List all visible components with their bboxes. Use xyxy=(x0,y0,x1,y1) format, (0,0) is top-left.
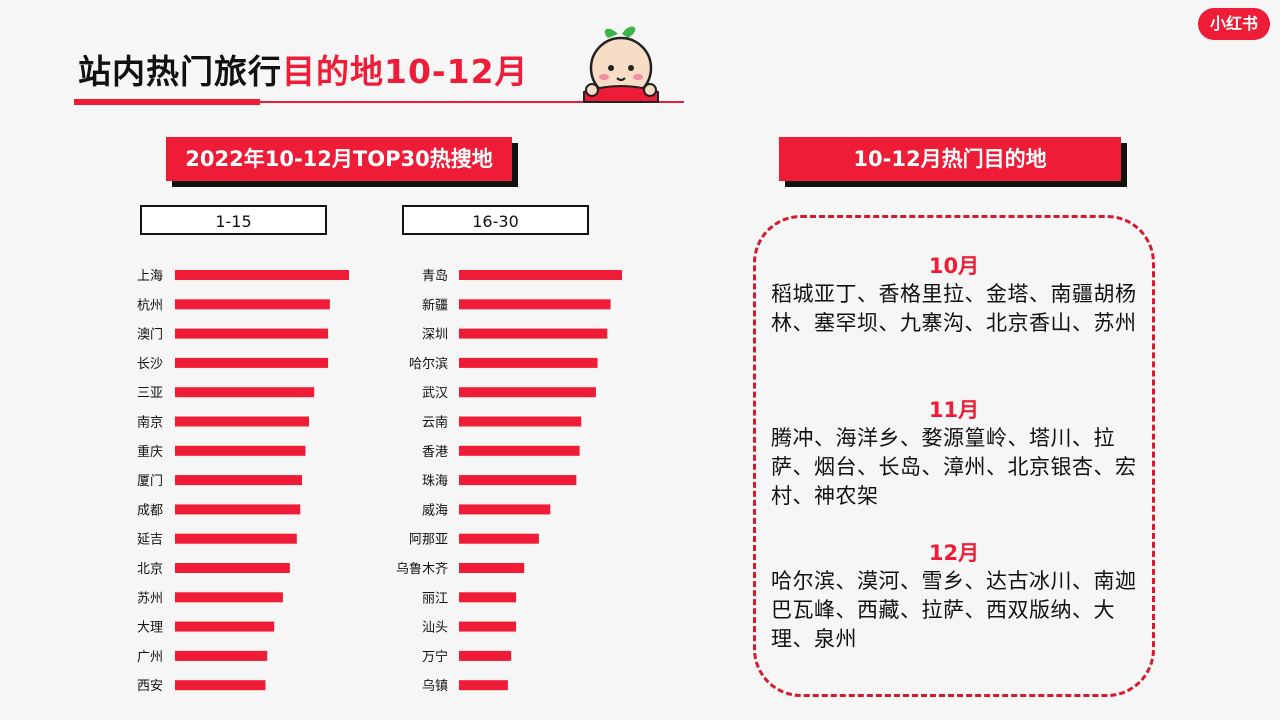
category-label: 南京 xyxy=(137,415,163,431)
category-label: 青岛 xyxy=(422,268,448,284)
category-label: 长沙 xyxy=(137,357,163,372)
page-title-red: 目的地10-12月 xyxy=(282,52,529,91)
chart-title-banner: 2022年10-12月TOP30热搜地 xyxy=(166,137,512,181)
category-label: 广州 xyxy=(137,650,163,665)
bar xyxy=(459,270,622,280)
page-title-black: 站内热门旅行 xyxy=(78,52,282,91)
month-label-nov: 11月 xyxy=(928,398,980,422)
category-label: 万宁 xyxy=(422,649,448,665)
header-divider xyxy=(74,101,684,103)
category-label: 西安 xyxy=(137,679,163,694)
month-label-dec: 12月 xyxy=(928,541,980,565)
category-label: 阿那亚 xyxy=(409,533,448,548)
header-accent-bar xyxy=(74,99,260,105)
bar xyxy=(175,445,306,456)
month-places-nov: 腾冲、海洋乡、婺源篁岭、塔川、拉萨、烟台、长岛、漳州、北京银杏、宏村、神农架 xyxy=(771,426,1137,508)
category-label: 香港 xyxy=(422,445,448,460)
category-label: 重庆 xyxy=(137,444,163,460)
bar xyxy=(459,621,517,632)
bar xyxy=(459,504,551,515)
category-label: 武汉 xyxy=(422,386,448,401)
category-label: 威海 xyxy=(422,503,448,518)
bar xyxy=(175,563,290,573)
bar xyxy=(175,621,275,632)
category-label: 大理 xyxy=(137,621,163,636)
category-label: 上海 xyxy=(137,269,163,284)
category-label: 厦门 xyxy=(137,474,163,489)
category-label: 北京 xyxy=(137,562,163,577)
category-label: 苏州 xyxy=(137,590,163,606)
bar xyxy=(175,680,266,691)
bar xyxy=(459,387,596,398)
bar xyxy=(175,270,349,280)
month-label-oct: 10月 xyxy=(928,254,980,278)
category-label: 珠海 xyxy=(422,474,448,489)
mascot-icon xyxy=(583,26,659,103)
bar xyxy=(459,650,512,661)
range-label-1-15: 1-15 xyxy=(140,205,327,235)
page-title: 站内热门旅行目的地10-12月 xyxy=(78,50,529,94)
bar xyxy=(459,299,611,310)
bar xyxy=(175,533,297,544)
category-label: 深圳 xyxy=(422,328,448,343)
category-label: 汕头 xyxy=(422,621,448,636)
bar xyxy=(175,416,309,427)
bar xyxy=(459,592,517,603)
category-label: 三亚 xyxy=(137,386,163,401)
bar xyxy=(175,357,329,368)
category-label: 杭州 xyxy=(137,298,163,313)
destinations-panel: 10月 稻城亚丁、香格里拉、金塔、南疆胡杨林、塞罕坝、九寨沟、北京香山、苏州 1… xyxy=(753,215,1155,697)
category-label: 成都 xyxy=(137,503,163,518)
bar xyxy=(459,357,598,368)
bar xyxy=(459,533,539,544)
bar xyxy=(459,328,608,339)
bar xyxy=(175,328,329,339)
range-label-16-30: 16-30 xyxy=(402,205,589,235)
category-label: 乌鲁木齐 xyxy=(396,561,448,577)
category-label: 延吉 xyxy=(137,533,163,548)
category-label: 澳门 xyxy=(137,327,163,343)
category-label: 云南 xyxy=(422,415,448,431)
bar xyxy=(459,475,577,486)
bar xyxy=(175,650,268,661)
bar xyxy=(459,680,508,691)
destinations-title-banner: 10-12月热门目的地 xyxy=(779,137,1121,181)
category-label: 乌镇 xyxy=(422,678,448,694)
bar xyxy=(459,563,525,573)
category-label: 哈尔滨 xyxy=(409,356,448,372)
bar xyxy=(175,299,330,310)
month-places-oct: 稻城亚丁、香格里拉、金塔、南疆胡杨林、塞罕坝、九寨沟、北京香山、苏州 xyxy=(771,282,1137,335)
bar xyxy=(175,475,303,486)
category-label: 丽江 xyxy=(422,591,448,606)
bar xyxy=(459,445,580,456)
bar xyxy=(175,387,315,398)
bar xyxy=(175,592,283,603)
month-places-dec: 哈尔滨、漠河、雪乡、达古冰川、南迦巴瓦峰、西藏、拉萨、西双版纳、大理、泉州 xyxy=(771,569,1137,651)
bar xyxy=(459,416,582,427)
xiaohongshu-logo: 小红书 xyxy=(1198,8,1270,40)
bar xyxy=(175,504,301,515)
category-label: 新疆 xyxy=(422,297,448,313)
